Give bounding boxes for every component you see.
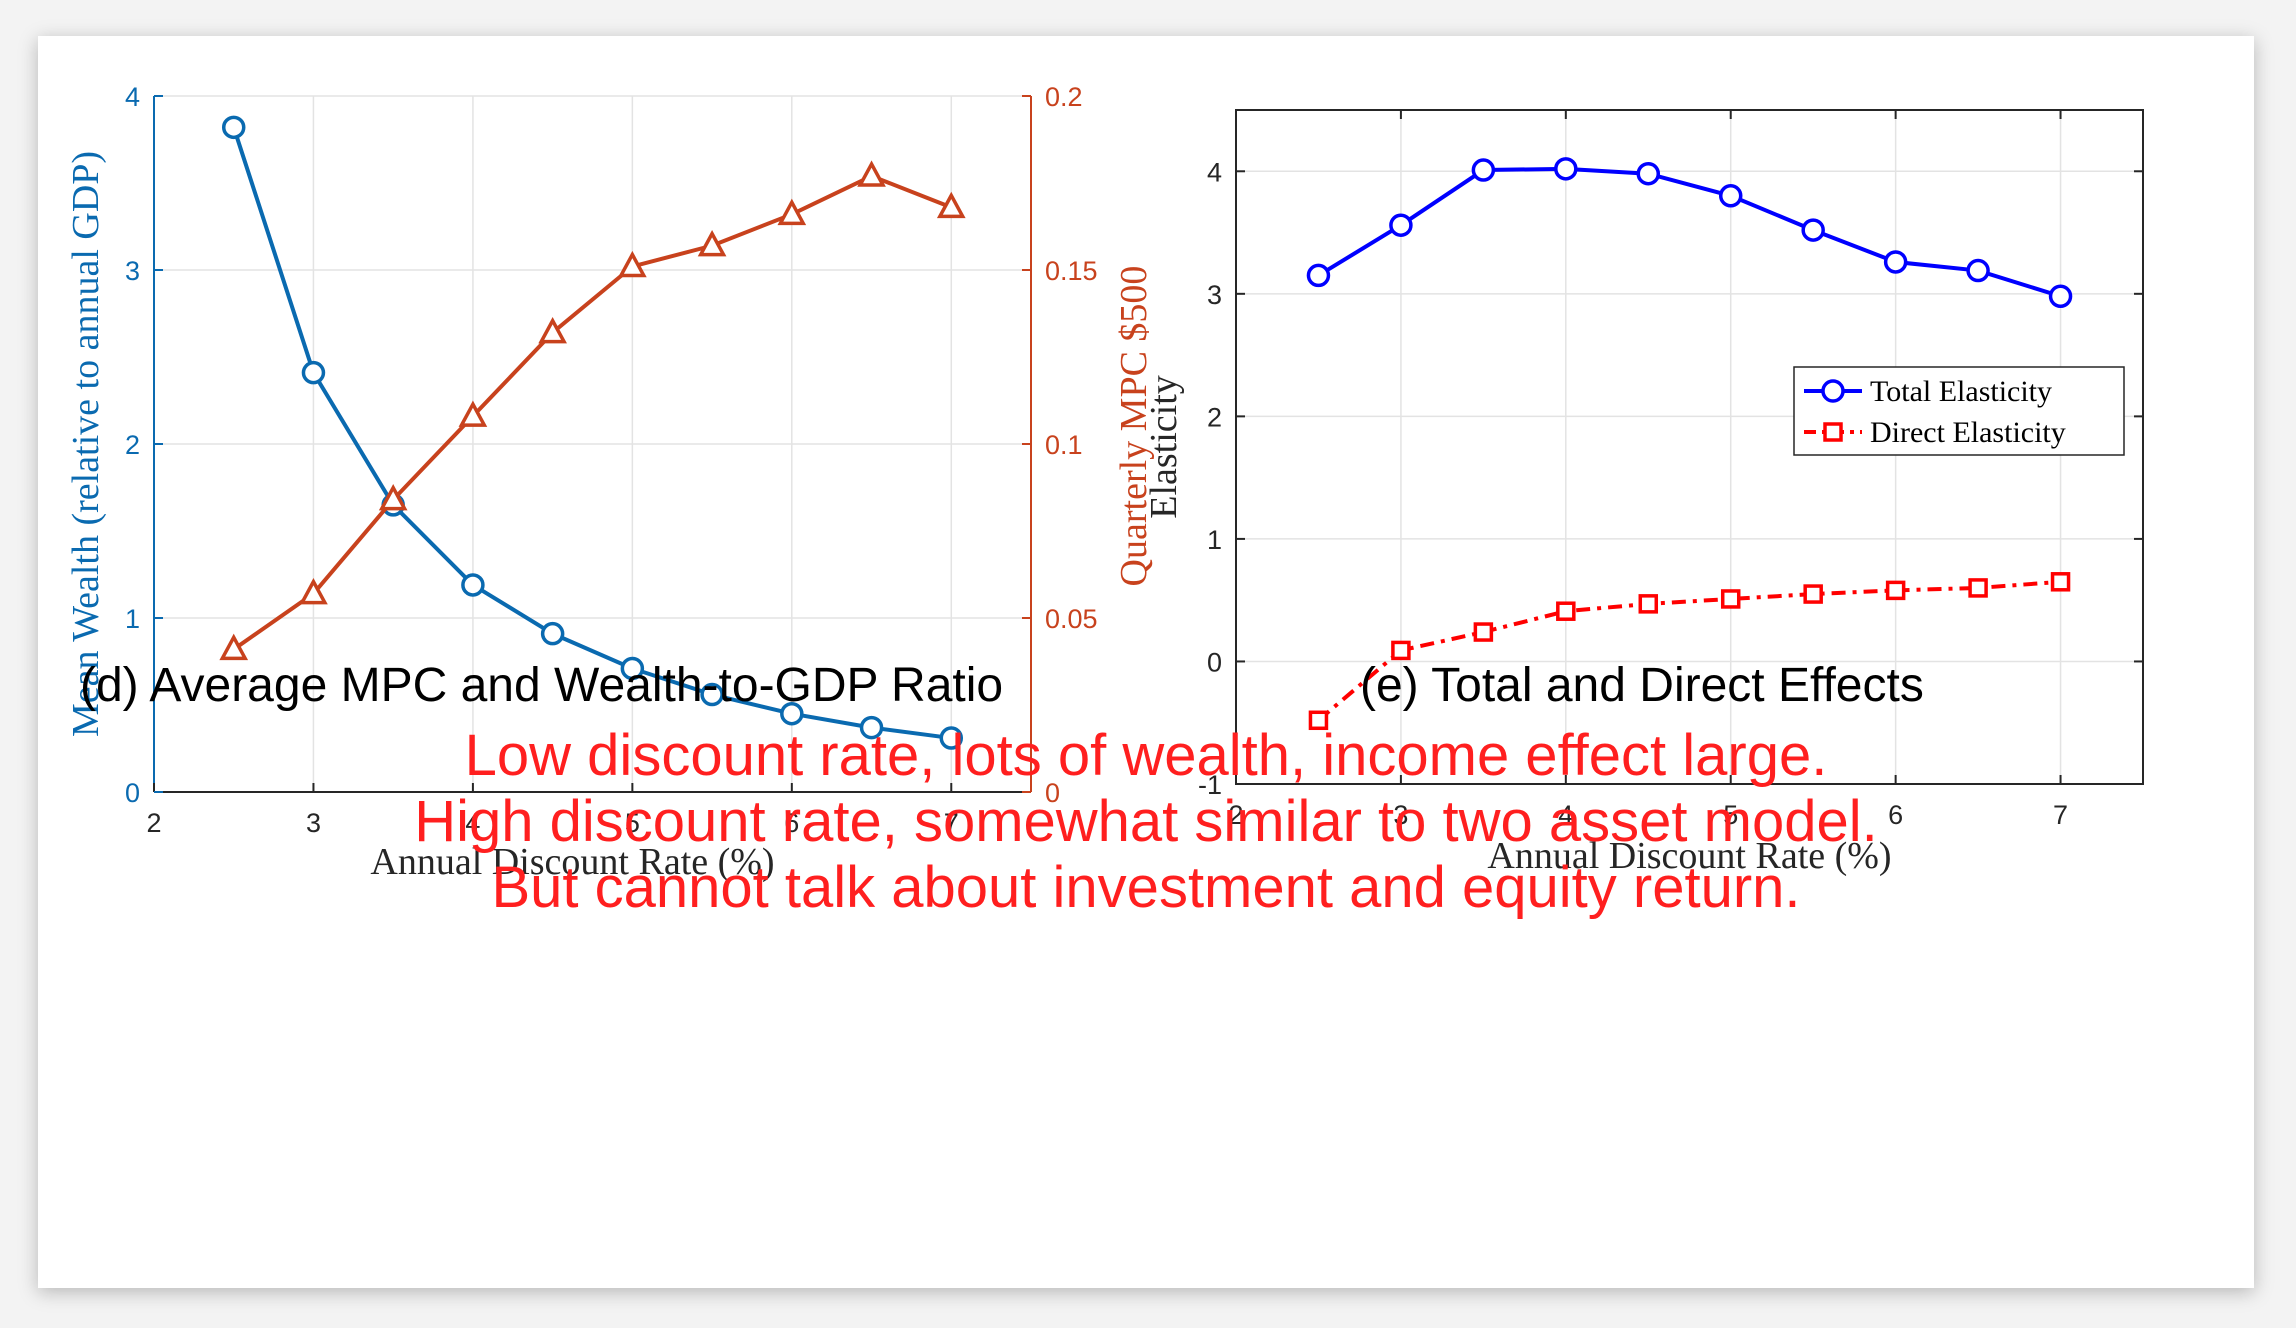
legend-marker-0 — [1821, 379, 1845, 403]
right-x-axis-label: Annual Discount Rate (%) — [1487, 835, 1891, 877]
left-series-0-point-7 — [780, 701, 804, 726]
slide: 2 3 4 5 6 7 0 1 2 3 4 0 0.05 0.1 0.15 0.2 Annual Discoun… — [38, 36, 2254, 1288]
right-y-tick-label: 0.1 — [1045, 430, 1083, 460]
right-series-0-point-4 — [1636, 161, 1661, 186]
left-x-axis-label: Annual Discount Rate (%) — [370, 841, 774, 883]
right-series-0-point-0 — [1306, 263, 1331, 288]
right-series-0-point-3 — [1554, 157, 1578, 181]
right-y-tick-label: -1 — [1198, 770, 1222, 800]
left-series-0-point-5 — [620, 656, 645, 681]
legend-box — [1793, 366, 2125, 456]
right-x-tick-label: 6 — [1888, 800, 1903, 830]
right-series-1-point-0 — [1308, 710, 1329, 731]
right-series-1-point-5 — [1720, 589, 1741, 609]
left-series-0-point-1 — [301, 360, 326, 385]
right-y-tick-label: 1 — [1207, 525, 1222, 555]
right-y-tick-label: 2 — [1207, 402, 1222, 432]
legend-label-1: Direct Elasticity — [1870, 416, 2066, 449]
left-series-0-point-8 — [859, 715, 884, 740]
left-x-tick-label: 3 — [306, 808, 321, 838]
right-series-0-point-6 — [1801, 218, 1825, 242]
right-x-tick-label: 3 — [1393, 800, 1408, 830]
left-x-tick-label: 5 — [625, 808, 640, 838]
right-series-0-point-9 — [2048, 284, 2073, 309]
right-plot-frame — [1235, 109, 2144, 785]
left-series-1-point-4 — [538, 316, 567, 344]
left-series-0-line — [231, 126, 952, 741]
left-series-1-point-8 — [857, 160, 886, 187]
right-x-tick-label: 7 — [2053, 800, 2068, 830]
right-x-tick-label: 4 — [1558, 800, 1573, 830]
right-series-1-point-6 — [1803, 584, 1823, 604]
right-y-axis-label-elasticity: Elasticity — [1143, 375, 1185, 519]
left-series-1-point-5 — [618, 250, 647, 278]
caption-left: (d) Average MPC and Wealth-to-GDP Ratio — [80, 659, 1004, 712]
note-line-1: Low discount rate, lots of wealth, incom… — [464, 723, 1828, 788]
left-series-1-line — [232, 173, 953, 651]
right-y-tick-label: 4 — [1207, 157, 1222, 187]
left-series-1-point-9 — [936, 191, 966, 219]
right-y-tick-label: 0.05 — [1045, 604, 1098, 634]
left-x-tick-label: 4 — [465, 808, 480, 838]
right-x-tick-label: 5 — [1723, 800, 1738, 830]
right-series-1-point-2 — [1473, 622, 1494, 642]
right-series-0-point-2 — [1471, 158, 1496, 182]
right-y-tick-label: 0.15 — [1045, 256, 1098, 286]
legend-label-0: Total Elasticity — [1870, 375, 2052, 408]
left-series-0-point-3 — [461, 573, 485, 597]
caption-right: (e) Total and Direct Effects — [1360, 659, 1924, 712]
right-series-0-point-5 — [1718, 184, 1743, 208]
left-x-tick-label: 6 — [784, 808, 799, 838]
legend-marker-1 — [1823, 422, 1843, 442]
right-series-1-point-9 — [2050, 572, 2071, 592]
left-y-tick-label: 1 — [125, 604, 140, 634]
charts-canvas: 2 3 4 5 6 7 0 1 2 3 4 0 0.05 0.1 0.15 0.2 Annual Discoun… — [65, 82, 2144, 883]
left-y-tick-label: 3 — [125, 256, 140, 286]
left-series-0-point-0 — [221, 115, 246, 140]
right-series-0-point-7 — [1883, 250, 1908, 274]
left-series-0-point-6 — [700, 682, 724, 707]
right-series-1-line — [1317, 579, 2061, 722]
left-y-tick-label: 2 — [125, 430, 140, 460]
right-series-1-point-7 — [1885, 580, 1906, 601]
left-x-tick-label: 2 — [146, 808, 161, 838]
right-y-axis-label: Quarterly MPC $500 — [1113, 266, 1155, 587]
left-y-tick-label: 0 — [125, 778, 140, 808]
right-series-0-line — [1317, 166, 2062, 299]
right-y-tick-label: 0.2 — [1045, 82, 1083, 112]
left-series-1-point-1 — [299, 577, 328, 605]
right-series-1-point-8 — [1968, 578, 1988, 598]
left-series-1-point-0 — [219, 633, 249, 661]
left-series-1-point-6 — [697, 229, 727, 257]
left-y-axis-label: Mean Wealth (relative to annual GDP) — [65, 151, 107, 737]
right-y-tick-label: 3 — [1207, 280, 1222, 310]
right-y-tick-label: 0 — [1045, 778, 1060, 808]
left-x-tick-label: 7 — [944, 808, 959, 838]
right-series-1-point-3 — [1556, 601, 1576, 621]
right-series-1-point-4 — [1638, 594, 1659, 614]
right-y-tick-label: 0 — [1207, 647, 1222, 677]
left-y-tick-label: 4 — [125, 82, 140, 112]
left-series-1-point-2 — [378, 484, 408, 511]
left-series-1-point-3 — [458, 400, 488, 427]
right-x-tick-label: 2 — [1228, 800, 1243, 830]
right-series-0-point-1 — [1389, 213, 1413, 237]
left-series-1-point-7 — [777, 198, 807, 226]
right-series-0-point-8 — [1966, 258, 1990, 283]
left-series-0-point-9 — [939, 726, 964, 750]
right-series-1-point-1 — [1391, 640, 1411, 661]
note-line-3: But cannot talk about investment and equ… — [491, 855, 1801, 920]
note-line-2: High discount rate, somewhat similar to … — [414, 789, 1878, 854]
left-series-0-point-4 — [540, 621, 565, 646]
